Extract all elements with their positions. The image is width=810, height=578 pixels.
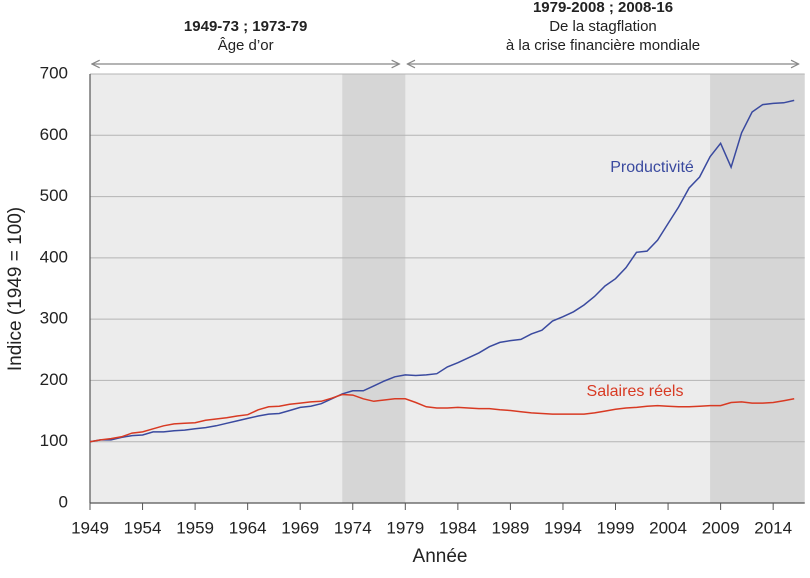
x-tick-label: 1989 xyxy=(491,518,529,537)
x-tick-label: 1949 xyxy=(71,518,109,537)
x-tick-label: 2014 xyxy=(754,518,792,537)
x-tick-label: 2009 xyxy=(702,518,740,537)
period-title: 1949-73 ; 1973-79 xyxy=(184,18,307,35)
series-line xyxy=(89,393,795,443)
period-title: 1979-2008 ; 2008-16 xyxy=(533,0,673,16)
y-axis-title: Indice (1949 = 100) xyxy=(5,207,26,371)
y-tick-label: 300 xyxy=(40,309,68,328)
period-label: à la crise financière mondiale xyxy=(506,37,700,54)
shaded-period xyxy=(342,74,406,503)
x-tick-label: 1984 xyxy=(439,518,477,537)
series-label: Salaires réels xyxy=(587,383,684,400)
period-label: Âge d’or xyxy=(218,37,274,54)
y-tick-label: 100 xyxy=(40,431,68,450)
plot xyxy=(89,73,805,510)
y-tick-label: 600 xyxy=(40,125,68,144)
x-tick-label: 1994 xyxy=(544,518,582,537)
series-label: Productivité xyxy=(610,159,694,176)
x-tick-label: 1954 xyxy=(124,518,162,537)
period-label: De la stagflation xyxy=(549,18,657,35)
x-tick-label: 1959 xyxy=(176,518,214,537)
x-tick-label: 1969 xyxy=(281,518,319,537)
x-axis-title: Année xyxy=(413,546,468,567)
x-tick-label: 1999 xyxy=(597,518,635,537)
x-tick-label: 1979 xyxy=(386,518,424,537)
x-tick-label: 2004 xyxy=(649,518,687,537)
shaded-period xyxy=(710,74,805,503)
x-tick-label: 1974 xyxy=(334,518,372,537)
y-tick-label: 400 xyxy=(40,247,68,266)
plot-area xyxy=(90,74,805,503)
y-tick-label: 200 xyxy=(40,370,68,389)
x-tick-label: 1964 xyxy=(229,518,267,537)
y-tick-label: 500 xyxy=(40,186,68,205)
series-line xyxy=(89,99,795,443)
y-tick-label: 0 xyxy=(59,492,68,511)
plot-background xyxy=(90,74,805,503)
y-tick-label: 700 xyxy=(40,63,68,82)
